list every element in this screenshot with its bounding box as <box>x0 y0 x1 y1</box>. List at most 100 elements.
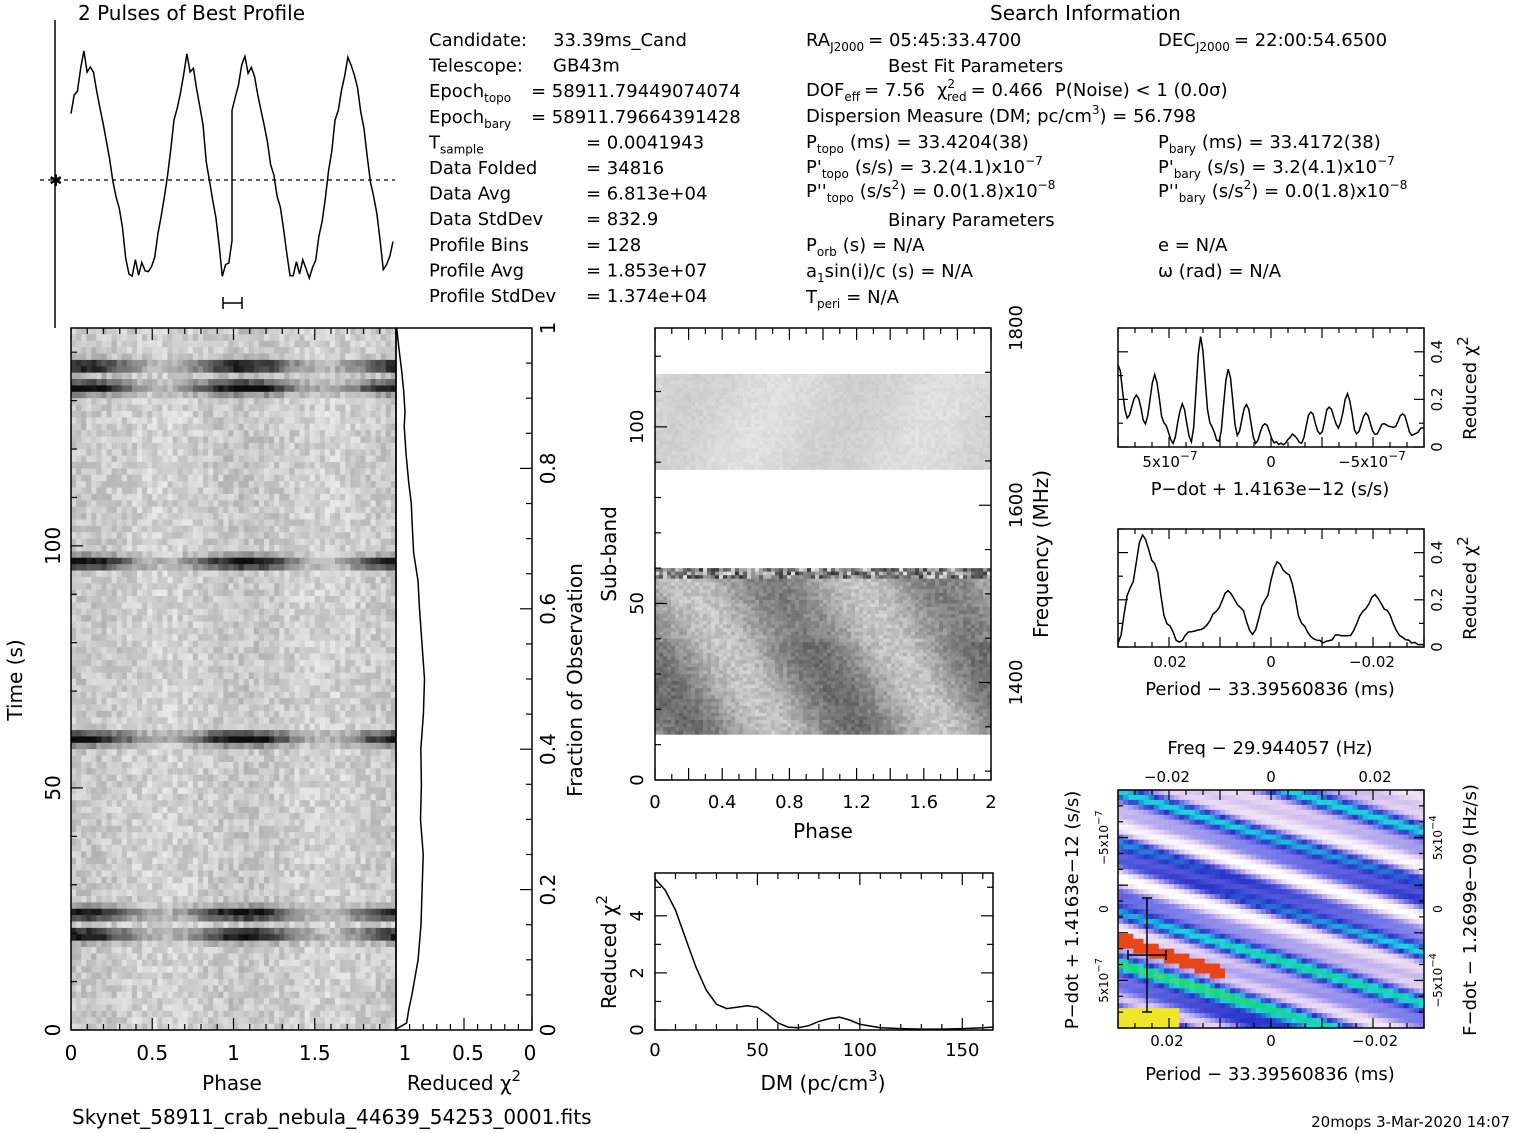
tp-ytick-1: 50 <box>41 775 65 800</box>
pp-ytick-1: 0 <box>1097 905 1111 913</box>
dof-line: DOFeff = 7.56 χ2 red = 0.466 P(Noise) < 1 (0.… <box>806 77 1228 104</box>
info-label-1: Telescope: <box>428 56 523 77</box>
period-ytick-2: 0.4 <box>1428 541 1446 565</box>
pdbary-line: P'bary (s/s) = 3.2(4.1)x10−7 <box>1158 154 1395 181</box>
dm-ylabel: Reduced χ2 <box>593 895 621 1009</box>
frac-ytick-4: 0.8 <box>536 452 560 484</box>
pp-xtick-1: 0 <box>1266 1032 1276 1050</box>
sb-ytick-2: 100 <box>627 410 648 444</box>
profile-title: 2 Pulses of Best Profile <box>78 1 305 25</box>
pbary-line: Pbary (ms) = 33.4172(38) <box>1158 132 1381 156</box>
best-fit-title: Best Fit Parameters <box>888 56 1063 77</box>
subband-image <box>655 373 991 735</box>
dm-ytick-2: 4 <box>627 910 648 921</box>
dm-ytick-0: 0 <box>627 1024 648 1035</box>
sb-ylabel: Sub-band <box>597 506 621 602</box>
porb-line: Porb (s) = N/A <box>806 235 925 259</box>
sb-ytick-0: 0 <box>627 774 648 785</box>
period-ytick-1: 0.2 <box>1428 588 1446 612</box>
tp-xtick-1: 0.5 <box>136 1041 168 1065</box>
ecc-line: e = N/A <box>1158 235 1228 256</box>
frac-ytick-0: 0 <box>536 1024 560 1037</box>
pddtopo-line: P''topo (s/s2) = 0.0(1.8)x10−8 <box>806 178 1055 205</box>
tp-xtick-3: 1.5 <box>299 1041 331 1065</box>
search-title: Search Information <box>990 1 1181 25</box>
sb-ylabel-right: Frequency (MHz) <box>1029 470 1053 638</box>
profile-mean-marker: ✱ <box>49 171 62 190</box>
period-panel: 0.02 0 −0.02 0 0.2 0.4 Period − 33.39560836 (… <box>1117 528 1481 700</box>
info-label-6: Data Avg <box>429 184 511 205</box>
binary-title: Binary Parameters <box>888 210 1055 231</box>
sb-xtick-4: 1.6 <box>909 792 938 813</box>
period-xlabel: Period − 33.39560836 (ms) <box>1145 679 1395 700</box>
fit-parameters: RAJ2000 = 05:45:33.4700 DOFeff = 7.56 χ2 red… <box>805 30 1228 311</box>
dm-xtick-3: 150 <box>945 1040 979 1061</box>
sb-ytick-1: 50 <box>627 592 648 615</box>
tp-xtick-2: 1 <box>227 1041 240 1065</box>
sb-xtick-2: 0.8 <box>775 792 804 813</box>
pdtopo-line: P'topo (s/s) = 3.2(4.1)x10−7 <box>806 154 1043 181</box>
sb-ytick-right-2: 1800 <box>1006 305 1027 351</box>
info-label-0: Candidate: <box>429 30 527 51</box>
pp-xtick-0: 0.02 <box>1150 1032 1183 1050</box>
frac-ytick-1: 0.2 <box>536 874 560 906</box>
info-value-5: = 34816 <box>586 158 664 179</box>
chi-fraction-panel: 1 0.5 0 0 0.2 0.4 0.6 0.8 1 Reduced χ2 Fraction … <box>394 322 587 1095</box>
period-xtick-1: 0 <box>1266 653 1276 671</box>
dm-ytick-1: 2 <box>627 967 648 978</box>
info-label-5: Data Folded <box>429 158 537 179</box>
period-ytick-0: 0 <box>1428 642 1446 652</box>
tp-xtick-0: 0 <box>65 1041 78 1065</box>
period-xtick-0: 0.02 <box>1153 653 1186 671</box>
pp-xtick-top-0: −0.02 <box>1144 768 1190 786</box>
frac-ytick-3: 0.6 <box>536 593 560 625</box>
profile-line <box>70 50 394 281</box>
pp-ytick-0: −5x10−7 <box>1094 810 1111 865</box>
info-value-7: = 832.9 <box>586 209 658 230</box>
info-value-8: = 128 <box>586 235 641 256</box>
info-value-10: = 1.374e+04 <box>586 286 707 307</box>
period-line <box>1117 533 1425 646</box>
pp-xlabel: Period − 33.39560836 (ms) <box>1145 1064 1395 1085</box>
pp-xtick-top-1: 0 <box>1266 768 1276 786</box>
file-name: Skynet_58911_crab_nebula_44639_54253_000… <box>72 1105 592 1129</box>
dm-xtick-2: 100 <box>843 1040 877 1061</box>
info-value-4: = 0.0041943 <box>586 132 704 153</box>
pdot-xtick-2: −5x10−7 <box>1338 449 1406 471</box>
info-label-3: Epochbary <box>429 107 511 131</box>
bary-parameters: DECJ2000 = 22:00:54.6500 Pbary (ms) = 33.4… <box>1158 30 1407 282</box>
frac-ylabel: Fraction of Observation <box>563 563 587 797</box>
info-label-4: Tsample <box>428 132 484 156</box>
ra-line: RAJ2000 = 05:45:33.4700 <box>806 30 1021 54</box>
chi-fraction-line <box>394 327 426 1031</box>
pdot-ytick-0: 0 <box>1428 442 1446 452</box>
sb-xtick-1: 0.4 <box>708 792 737 813</box>
dec-line: DECJ2000 = 22:00:54.6500 <box>1158 30 1387 54</box>
info-value-2: = 58911.79449074074 <box>531 81 741 102</box>
pp-xtick-top-2: 0.02 <box>1358 768 1391 786</box>
info-value-3: = 58911.79664391428 <box>531 107 741 128</box>
tp-ytick-2: 100 <box>41 527 65 565</box>
pp-xtick-2: −0.02 <box>1352 1032 1398 1050</box>
asini-line: a1sin(i)/c (s) = N/A <box>806 261 974 285</box>
p-pdot-image <box>1118 790 1424 1028</box>
time-phase-image <box>71 328 396 1030</box>
frac-ytick-5: 1 <box>536 322 560 335</box>
info-label-7: Data StdDev <box>429 209 544 230</box>
tp-ylabel: Time (s) <box>3 639 27 721</box>
footer-stamp: 20mops 3-Mar-2020 14:07 <box>1311 1113 1510 1131</box>
p-pdot-panel: 0.02 0 −0.02 −0.02 0 0.02 −5x10−7 0 5x10−7 5x10−4… <box>1062 738 1481 1085</box>
dm-xtick-1: 50 <box>746 1040 769 1061</box>
dm-line: Dispersion Measure (DM; pc/cm3) = 56.798 <box>806 103 1196 127</box>
pdot-ytick-2: 0.4 <box>1428 340 1446 364</box>
pp-ytick-2: 5x10−7 <box>1094 958 1111 1003</box>
pdot-ytick-1: 0.2 <box>1428 387 1446 411</box>
info-label-2: Epochtopo <box>429 81 511 105</box>
pdot-line <box>1117 336 1424 446</box>
sb-xlabel: Phase <box>793 819 853 843</box>
sb-ytick-right-0: 1400 <box>1006 660 1027 706</box>
dm-xlabel: DM (pc/cm3) <box>760 1067 885 1095</box>
sb-xtick-5: 2 <box>985 792 996 813</box>
frac-xtick-1: 0.5 <box>452 1041 484 1065</box>
